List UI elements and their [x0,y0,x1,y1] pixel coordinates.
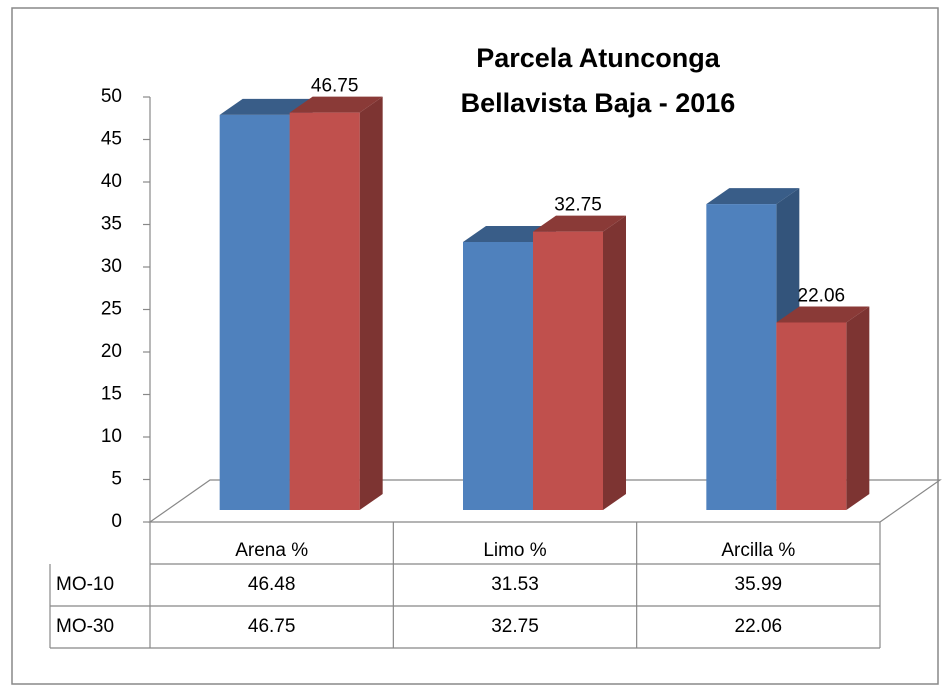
chart-title: Bellavista Baja - 2016 [461,88,736,118]
table-cell: 31.53 [491,574,539,595]
y-tick-label: 10 [101,426,122,447]
legend-label: MO-10 [56,574,114,595]
y-tick-label: 45 [101,129,122,150]
bar [533,231,603,510]
x-tick-label: Limo % [483,540,546,561]
data-label: 32.75 [554,195,602,216]
legend-label: MO-30 [56,616,114,637]
y-tick-label: 0 [111,511,122,532]
x-tick-label: Arcilla % [721,540,795,561]
x-tick-label: Arena % [235,540,308,561]
bar-top [776,306,870,323]
y-tick-label: 20 [101,341,122,362]
bar-top [289,96,383,113]
bar-top [533,215,626,232]
bar [463,241,533,510]
table-cell: 32.75 [491,616,539,637]
bar-top [463,225,556,242]
bar-top [219,98,313,115]
table-cell: 35.99 [735,574,783,595]
y-tick-label: 15 [101,384,122,405]
data-label: 46.75 [311,76,359,97]
bar [706,204,777,510]
bar-top [706,188,800,205]
y-tick-label: 40 [101,171,122,192]
y-tick-label: 25 [101,299,122,320]
bar-side [603,215,626,510]
bar-side [846,306,870,510]
bar [289,112,360,510]
data-label: 22.06 [798,286,846,307]
y-tick-label: 35 [101,214,122,235]
table-cell: 46.75 [248,616,296,637]
y-tick-label: 50 [101,86,122,107]
y-tick-label: 30 [101,256,122,277]
table-cell: 22.06 [735,616,783,637]
bar [776,322,847,510]
chart-title: Parcela Atunconga [476,43,721,73]
bar [219,114,290,511]
y-tick-label: 5 [111,469,122,490]
table-cell: 46.48 [248,574,296,595]
bar-side [359,96,383,510]
